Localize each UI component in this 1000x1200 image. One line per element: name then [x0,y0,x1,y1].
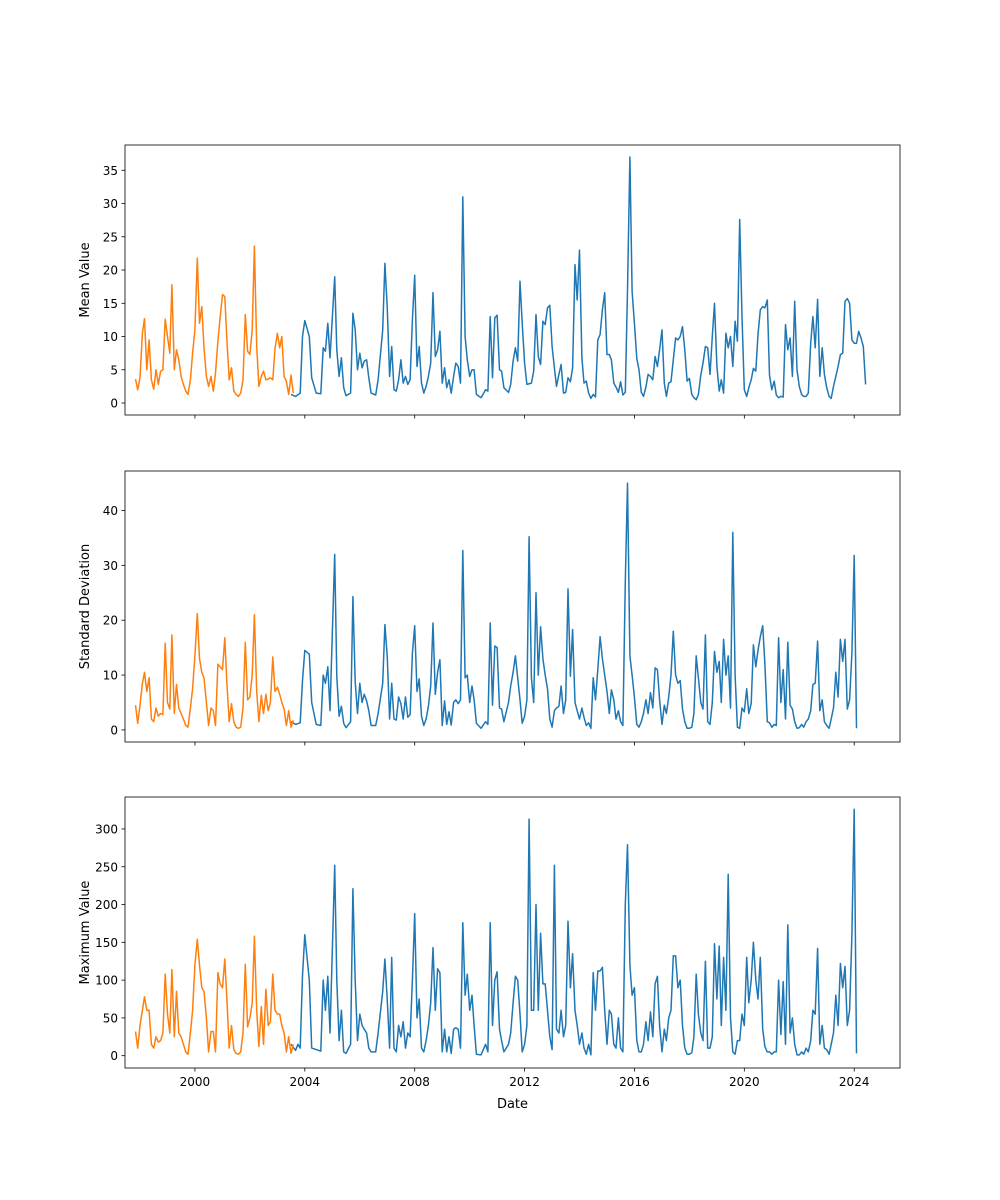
y-tick-label: 15 [103,297,118,311]
y-tick-label: 0 [110,1049,118,1063]
x-tick-label: 2012 [509,1075,540,1089]
x-axis-label: Date [497,1097,528,1112]
y-tick-label: 35 [103,164,118,178]
series-line-2 [134,935,295,1055]
y-tick-label: 250 [95,860,118,874]
y-tick-label: 10 [103,330,118,344]
y-tick-label: 0 [110,397,118,411]
y-tick-label: 200 [95,898,118,912]
series-line-2 [134,245,295,398]
y-axis-label: Mean Value [78,242,93,317]
y-tick-label: 20 [103,264,118,278]
y-axis-label: Standard Deviation [78,544,93,669]
y-tick-label: 5 [110,363,118,377]
subplot-3: 0 50 100 150 200 250 300 2000 2004 2008 2012 2016 20… [78,796,901,1089]
y-tick-label: 30 [103,559,118,573]
axes-frame [124,144,901,416]
y-tick-label: 300 [95,822,118,836]
x-tick-label: 2008 [399,1075,430,1089]
y-tick-label: 150 [95,936,118,950]
x-tick-label: 2020 [729,1075,760,1089]
subplot-2: 0 10 20 30 40 Standard Deviation [78,470,901,746]
y-tick-label: 20 [103,614,118,628]
x-tick-label: 2000 [180,1075,211,1089]
y-tick-label: 10 [103,669,118,683]
y-tick-label: 100 [95,974,118,988]
x-tick-label: 2024 [839,1075,870,1089]
series-line-1 [290,156,867,401]
series-line-1 [290,482,858,730]
y-axis-label: Maximum Value [78,881,93,985]
axes-frame [124,796,901,1069]
series-line-1 [290,808,858,1056]
subplot-1: 0 5 10 15 20 25 30 35 Mean Value [78,144,901,419]
x-tick-label: 2016 [619,1075,650,1089]
x-tick-label: 2004 [290,1075,321,1089]
axes-frame [124,470,901,743]
y-tick-label: 30 [103,197,118,211]
y-tick-label: 0 [110,723,118,737]
y-tick-label: 50 [103,1011,118,1025]
y-tick-label: 40 [103,504,118,518]
series-line-2 [134,612,295,730]
y-tick-label: 25 [103,230,118,244]
